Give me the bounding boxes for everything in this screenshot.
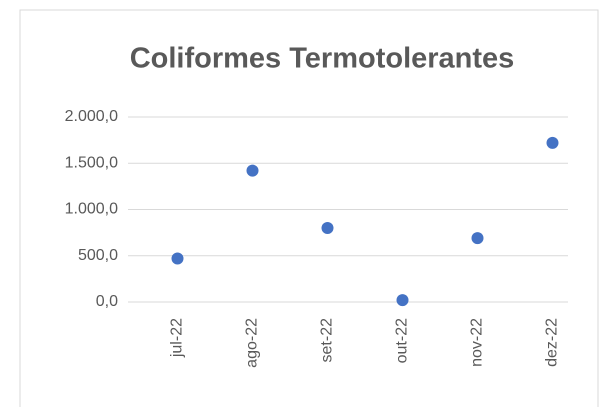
x-tick-label: dez-22 [544,318,561,367]
marker [246,164,259,177]
marker [396,294,409,307]
x-tick-label: out-22 [394,318,411,363]
y-tick-label: 500,0 [78,247,118,264]
y-tick-label: 0,0 [96,293,118,310]
y-tick-label: 1.000,0 [65,201,118,218]
chart-title: Coliformes Termotolerantes [130,43,515,75]
marker [321,222,334,234]
x-tick-label: nov-22 [469,318,486,367]
chart-frame [19,9,599,407]
x-tick-label: ago-22 [244,318,261,368]
marker [171,252,184,265]
x-tick-label: jul-22 [169,318,186,358]
x-tick-label: set-22 [319,318,336,363]
marker [471,232,484,245]
y-tick-label: 2.000,0 [65,108,118,125]
y-tick-label: 1.500,0 [65,154,118,171]
marker [546,136,559,149]
